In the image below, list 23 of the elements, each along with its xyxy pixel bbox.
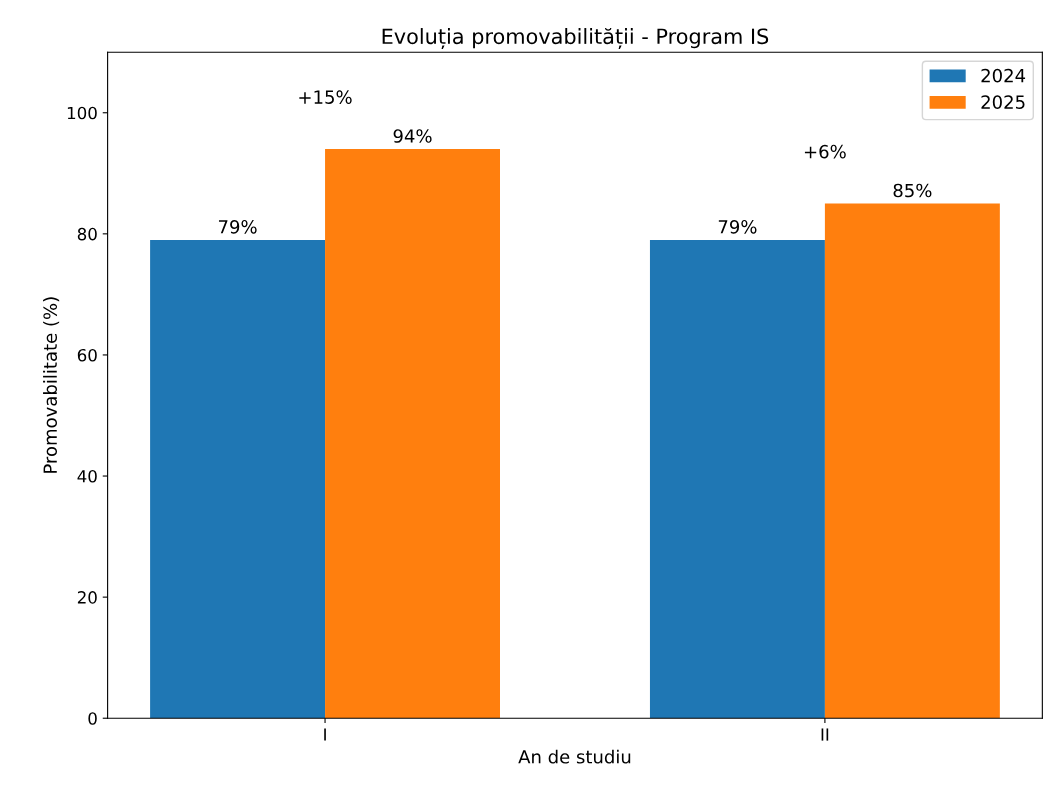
data-label: 94% — [393, 129, 432, 143]
bar — [824, 203, 1000, 719]
bar — [649, 239, 825, 719]
data-label: 79% — [718, 219, 757, 234]
annotation: +6% — [804, 144, 846, 159]
bar — [150, 239, 326, 719]
x-tick-label: II — [821, 728, 829, 741]
y-tick-label: 20 — [77, 591, 97, 604]
y-tick-label: 60 — [77, 348, 97, 362]
data-label: 79% — [218, 219, 257, 234]
annotation: +15% — [299, 90, 352, 104]
legend-label: 2025 — [981, 95, 1025, 109]
y-tick-label: 80 — [77, 227, 97, 241]
y-axis-title: Promovabilitate (%) — [43, 297, 60, 473]
y-tick-label: 40 — [77, 470, 97, 483]
x-tick-label: I — [324, 728, 326, 741]
y-tick-label: 0 — [88, 712, 97, 725]
chart-title: Evoluția promovabilității - Program IS — [382, 27, 769, 49]
y-tick-label: 100 — [67, 106, 97, 120]
x-axis-title: An de studiu — [518, 749, 631, 764]
data-label: 85% — [893, 183, 932, 198]
legend-label: 2024 — [981, 68, 1026, 83]
bar — [325, 149, 500, 719]
